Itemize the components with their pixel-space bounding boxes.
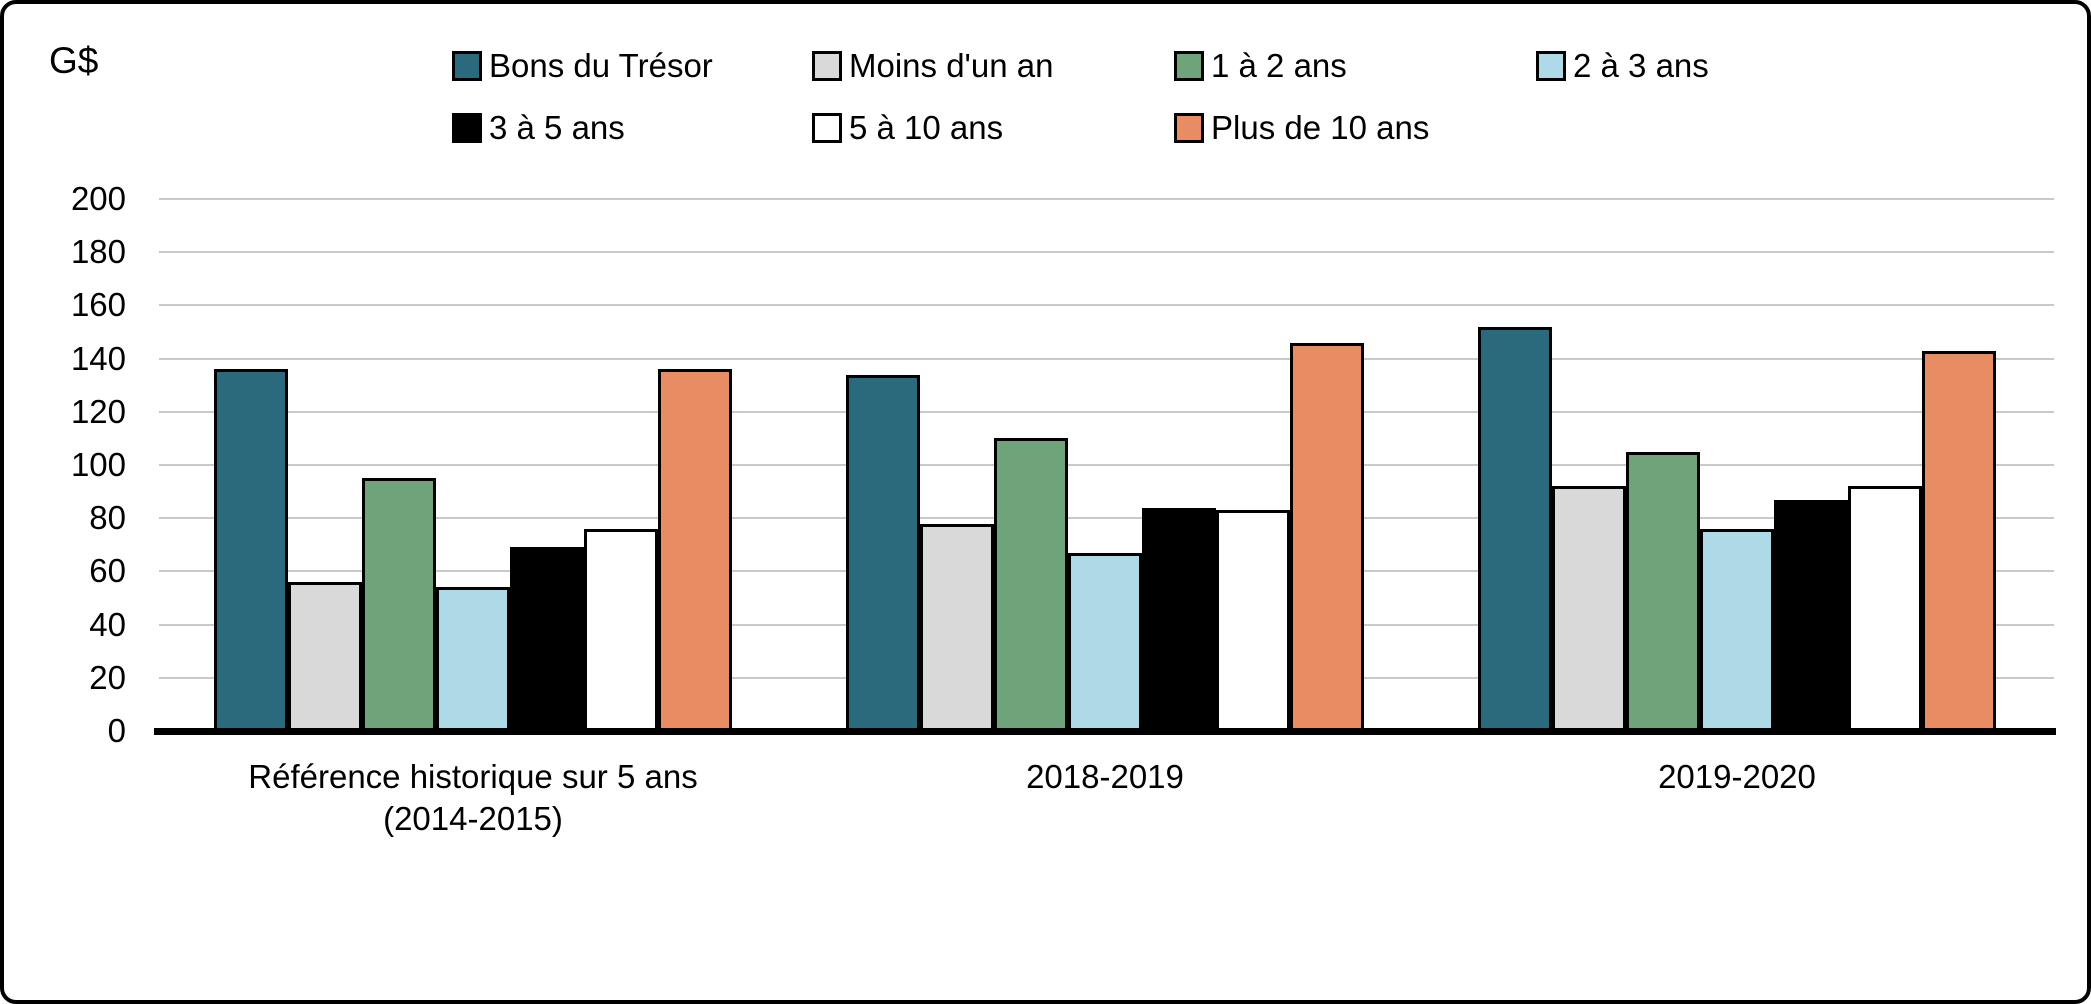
- y-tick-label-100: 100: [70, 446, 126, 483]
- legend-label: 3 à 5 ans: [489, 109, 625, 146]
- legend-item-plus-de-10-ans: Plus de 10 ans: [1174, 109, 1430, 146]
- legend-item-1-a-2-ans: 1 à 2 ans: [1174, 47, 1347, 84]
- legend-label: Plus de 10 ans: [1211, 109, 1430, 146]
- legend-label: 1 à 2 ans: [1211, 47, 1347, 84]
- legend-swatch-2-a-3-ans: [1536, 51, 1566, 81]
- gridline-140: [159, 357, 2054, 360]
- legend-swatch-bons-du-tresor: [452, 51, 482, 81]
- bar-plus-de-10-ans-group2: [1290, 343, 1364, 731]
- legend-label: 5 à 10 ans: [849, 109, 1004, 146]
- bar-3-a-5-ans-group2: [1142, 508, 1216, 731]
- y-tick-label-180: 180: [70, 233, 126, 271]
- y-tick-label-40: 40: [89, 605, 126, 643]
- y-tick-label-60: 60: [89, 552, 126, 590]
- bar-3-a-5-ans-group1: [510, 547, 584, 731]
- bar-3-a-5-ans-group3: [1774, 500, 1848, 731]
- gridline-160: [159, 304, 2054, 307]
- bar-5-a-10-ans-group2: [1216, 510, 1290, 731]
- y-tick-label-160: 160: [70, 286, 126, 324]
- y-tick-label-20: 20: [89, 658, 126, 696]
- legend-label: Moins d'un an: [849, 47, 1054, 84]
- gridline-120: [159, 410, 2054, 413]
- legend-item-moins-dun-an: Moins d'un an: [812, 47, 1054, 84]
- bar-1-a-2-ans-group2: [994, 438, 1068, 731]
- bar-2-a-3-ans-group3: [1700, 529, 1774, 731]
- y-tick-label-80: 80: [89, 499, 126, 537]
- bar-2-a-3-ans-group1: [436, 587, 510, 731]
- y-axis-unit-label: G$: [49, 40, 99, 81]
- bar-bons-du-tresor-group2: [846, 375, 920, 731]
- y-tick-label-140: 140: [70, 339, 126, 377]
- legend-item-5-a-10-ans: 5 à 10 ans: [812, 109, 1004, 146]
- legend-swatch-3-a-5-ans: [452, 113, 482, 143]
- x-category-label-3: 2019-2020: [1658, 758, 1816, 795]
- legend-item-3-a-5-ans: 3 à 5 ans: [452, 109, 625, 146]
- legend-label: 2 à 3 ans: [1573, 47, 1709, 84]
- bar-5-a-10-ans-group3: [1848, 486, 1922, 731]
- legend-swatch-5-a-10-ans: [812, 113, 842, 143]
- legend-item-bons-du-tresor: Bons du Trésor: [452, 47, 713, 84]
- x-category-label-2: 2018-2019: [1026, 758, 1184, 795]
- bar-plus-de-10-ans-group1: [658, 369, 732, 731]
- legend-label: Bons du Trésor: [489, 47, 713, 84]
- gridline-180: [159, 251, 2054, 254]
- bar-5-a-10-ans-group1: [584, 529, 658, 731]
- legend-item-2-a-3-ans: 2 à 3 ans: [1536, 47, 1709, 84]
- y-tick-label-200: 200: [70, 180, 126, 217]
- gridline-80: [159, 517, 2054, 520]
- legend-swatch-plus-de-10-ans: [1174, 113, 1204, 143]
- y-tick-label-120: 120: [70, 392, 126, 430]
- legend-swatch-moins-dun-an: [812, 51, 842, 81]
- bar-moins-dun-an-group3: [1552, 486, 1626, 731]
- bar-bons-du-tresor-group3: [1478, 327, 1552, 731]
- bar-moins-dun-an-group2: [920, 524, 994, 731]
- legend-swatch-1-a-2-ans: [1174, 51, 1204, 81]
- bar-plus-de-10-ans-group3: [1922, 351, 1996, 731]
- bar-2-a-3-ans-group2: [1068, 553, 1142, 731]
- bar-1-a-2-ans-group3: [1626, 452, 1700, 731]
- y-tick-label-0: 0: [107, 712, 126, 749]
- bar-moins-dun-an-group1: [288, 582, 362, 731]
- gridline-100: [159, 464, 2054, 466]
- gridline-200: [159, 198, 2054, 200]
- bar-1-a-2-ans-group1: [362, 478, 436, 731]
- x-axis-line: [154, 728, 2056, 735]
- x-category-label-1: Référence historique sur 5 ans (2014-2015…: [248, 758, 698, 837]
- bar-bons-du-tresor-group1: [214, 369, 288, 731]
